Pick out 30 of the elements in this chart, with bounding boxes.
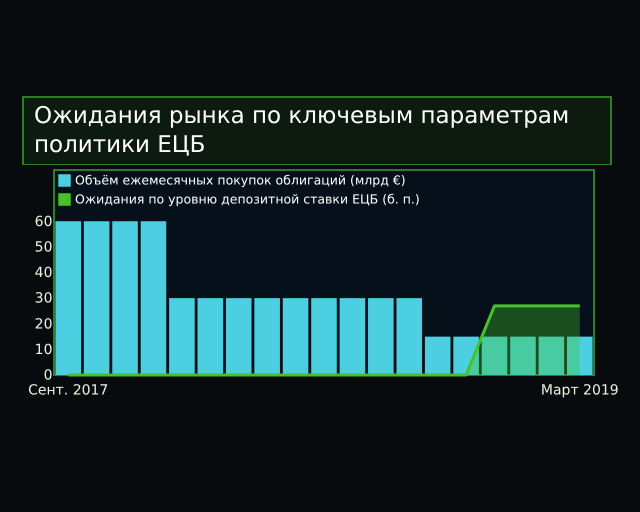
bar [510,336,536,375]
x-tick-label: Март 2019 [540,382,619,398]
y-tick-label: 60 [34,214,52,230]
chart-title: Ожидания рынка по ключевым параметрам политики ЕЦБ [22,96,612,166]
bar [198,298,224,375]
y-tick-label: 0 [44,368,52,384]
bar [55,221,81,375]
bar [482,336,508,375]
bar [368,298,394,375]
bar [538,336,564,375]
y-tick-label: 50 [34,239,52,256]
bar [282,298,308,375]
bar [254,298,280,375]
legend-label: Ожидания по уровню депозитной ставки ЕЦБ (б. п.) [75,192,420,206]
bar [311,298,337,375]
bar [140,221,166,375]
bar [567,336,593,375]
bar [396,298,422,375]
bar [226,298,252,375]
bar [84,221,110,375]
y-tick-label: 10 [34,342,52,358]
legend-label: Объём ежемесячных покупок облигаций (млрд €) [75,172,406,188]
bar [424,336,450,375]
bar [112,221,138,375]
y-tick-label: 40 [34,265,52,281]
y-tick-label: 30 [34,290,52,307]
y-tick-label: 20 [34,316,52,332]
x-tick-label: Сент. 2017 [28,382,108,398]
bar [169,298,195,375]
bar [340,298,366,375]
